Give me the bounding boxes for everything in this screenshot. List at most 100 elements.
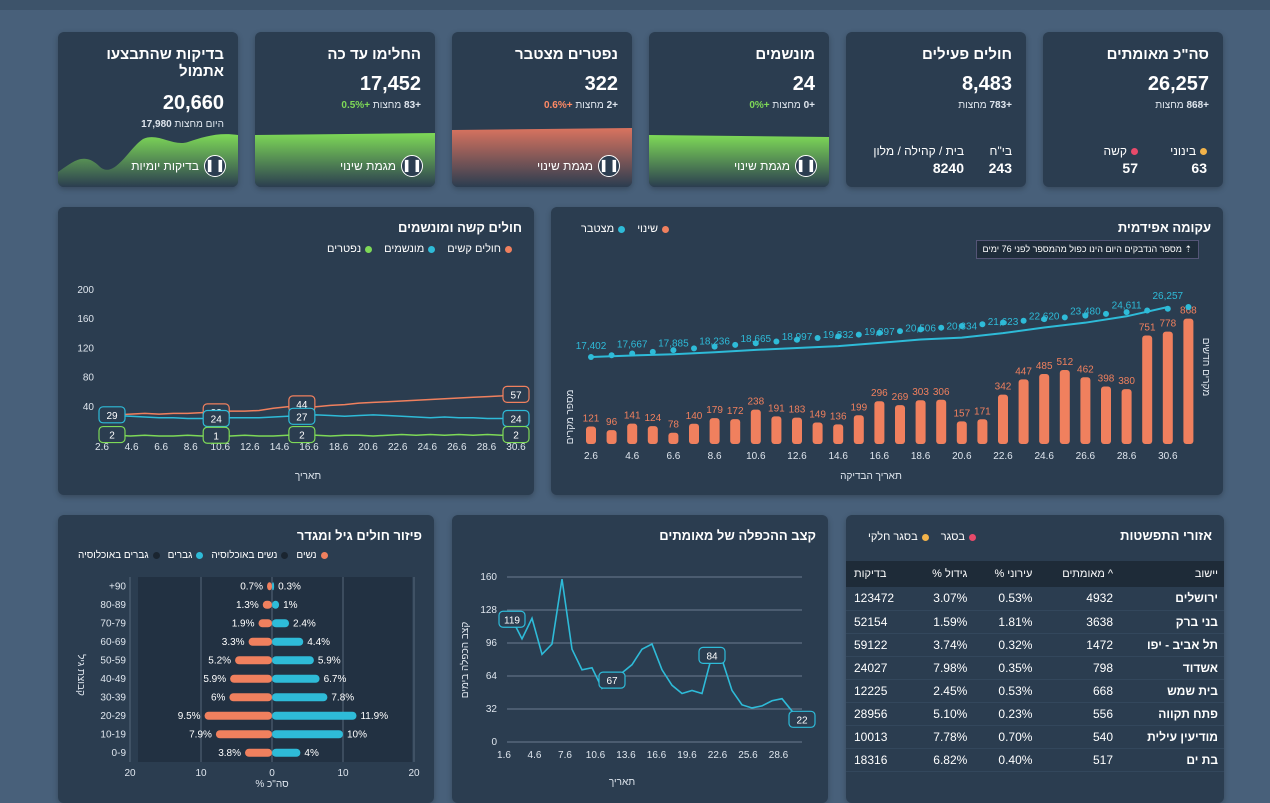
legend-deaths[interactable]: נפטרים bbox=[327, 243, 373, 255]
table-row[interactable]: 52154 1.59% 1.81% 3638 בני ברק bbox=[846, 610, 1224, 634]
table-row[interactable]: 59122 3.74% 0.32% 1472 תל אביב - יפו bbox=[846, 633, 1224, 657]
legend-men-pop[interactable]: גברים באוכלוסיה bbox=[78, 550, 160, 561]
age-label: 0-9 bbox=[112, 748, 127, 759]
bar-chart-icon: ▐▌ bbox=[598, 155, 620, 177]
age-label: 30-39 bbox=[100, 692, 126, 703]
x-tick: 10.6 bbox=[586, 750, 606, 761]
bar-label: 303 bbox=[912, 387, 929, 398]
value-box bbox=[498, 610, 526, 628]
x-tick: 18.6 bbox=[329, 442, 349, 453]
col-urban[interactable]: % עירוני bbox=[975, 561, 1041, 587]
cell-growth: 5.10% bbox=[913, 702, 976, 726]
cell-city: אשדוד bbox=[1121, 656, 1224, 680]
x-tick: 10.6 bbox=[211, 442, 231, 453]
legend-men[interactable]: גברים bbox=[168, 550, 204, 561]
cell-confirmed: 798 bbox=[1040, 656, 1121, 680]
trend-button[interactable]: ▐▌ מגמת שינוי bbox=[537, 155, 620, 177]
tests-area bbox=[58, 134, 238, 187]
x-tick: 12.6 bbox=[787, 451, 807, 462]
doubling-line bbox=[511, 578, 803, 720]
bar-chart-icon: ▐▌ bbox=[795, 155, 817, 177]
kpi-value: 17,452 bbox=[359, 73, 421, 95]
cell-confirmed: 556 bbox=[1040, 702, 1121, 726]
cumulative-point bbox=[1144, 307, 1151, 314]
kpi-value: 20,660 bbox=[162, 92, 224, 114]
trend-button[interactable]: ▐▌ מגמת שינוי bbox=[340, 155, 423, 177]
value-box bbox=[202, 409, 230, 428]
legend-ventilated[interactable]: מונשמים bbox=[384, 243, 436, 255]
severe-count: קשה 57 bbox=[1103, 144, 1138, 176]
cumulative-label: 24,611 bbox=[1112, 300, 1142, 311]
x-tick: 28.6 bbox=[1117, 451, 1137, 462]
trend-button[interactable]: ▐▌ מגמת שינוי bbox=[734, 155, 817, 177]
kpi-title: מונשמים bbox=[755, 46, 815, 63]
cell-confirmed: 540 bbox=[1040, 725, 1121, 749]
table-row[interactable]: 28956 5.10% 0.23% 556 פתח תקווה bbox=[846, 702, 1224, 726]
cumulative-label: 18,236 bbox=[699, 336, 730, 347]
hospital-count: בי"ח 243 bbox=[988, 144, 1012, 176]
kpi-value: 26,257 bbox=[1147, 73, 1209, 95]
legend-women-pop[interactable]: נשים באוכלוסיה bbox=[211, 550, 289, 561]
table-row[interactable]: 12225 2.45% 0.53% 668 בית שמש bbox=[846, 679, 1224, 703]
col-city[interactable]: יישוב bbox=[1121, 561, 1224, 587]
bar-label: 462 bbox=[1077, 364, 1094, 375]
x-tick: 10 bbox=[195, 768, 207, 779]
cell-city: בני ברק bbox=[1121, 610, 1224, 634]
card-title: עקומה אפידמית bbox=[1117, 220, 1211, 235]
kpi-sub: +83 מחצות +0.5% bbox=[341, 100, 421, 111]
cell-tests: 28956 bbox=[846, 702, 914, 726]
cumulative-label: 17,402 bbox=[576, 341, 607, 352]
cell-city: בת ים bbox=[1121, 748, 1224, 772]
kpi-active: חולים פעילים 8,483 +783 מחצות בי"ח 243 בי… bbox=[846, 32, 1026, 187]
legend-change[interactable]: שינוי bbox=[637, 223, 670, 235]
x-tick: 1.6 bbox=[497, 750, 511, 761]
kpi-title: בדיקות שהתבצעו אתמול bbox=[106, 46, 224, 80]
legend-partial: בסגר חלקי bbox=[868, 531, 929, 543]
epidemic-chart: מספר מקרים מקרים חדשים תאריך הבדיקה 121 9… bbox=[565, 291, 1211, 482]
value-label: 119 bbox=[504, 615, 520, 626]
col-confirmed[interactable]: מאומתים ^ bbox=[1040, 561, 1121, 587]
cell-confirmed: 3638 bbox=[1040, 610, 1121, 634]
distribution-table: בדיקות % גידול % עירוני מאומתים ^ יישוב … bbox=[846, 561, 1224, 772]
cell-tests: 18316 bbox=[846, 748, 914, 772]
men-bar bbox=[272, 656, 314, 665]
x-tick: 6.6 bbox=[154, 442, 168, 453]
table-row[interactable]: 123472 3.07% 0.53% 4932 ירושלים bbox=[846, 587, 1224, 611]
table-row[interactable]: 10013 7.78% 0.70% 540 מודיעין עילית bbox=[846, 725, 1224, 749]
x-tick: 26.6 bbox=[1076, 451, 1096, 462]
bar-label: 199 bbox=[850, 402, 867, 413]
cumulative-point bbox=[1185, 304, 1192, 310]
cumulative-point bbox=[835, 333, 842, 340]
cumulative-label: 22,620 bbox=[1029, 312, 1060, 323]
value-label: 22 bbox=[796, 715, 808, 726]
bar bbox=[709, 418, 720, 444]
col-tests[interactable]: בדיקות bbox=[846, 561, 914, 587]
x-tick: 26.6 bbox=[447, 442, 467, 453]
women-value: 3.3% bbox=[222, 637, 245, 648]
x-tick: 30.6 bbox=[506, 442, 526, 453]
distribution-card: אזורי התפשטות בסגר בסגר חלקי בדיקות % גי… bbox=[846, 515, 1224, 803]
legend-cumulative[interactable]: מצטבר bbox=[581, 223, 626, 235]
women-value: 6% bbox=[211, 692, 226, 703]
women-value: 7.9% bbox=[189, 729, 212, 740]
col-growth[interactable]: % גידול bbox=[913, 561, 976, 587]
x-tick: 8.6 bbox=[184, 442, 198, 453]
table-row[interactable]: 24027 7.98% 0.35% 798 אשדוד bbox=[846, 656, 1224, 680]
legend-women[interactable]: נשים bbox=[296, 550, 328, 561]
cumulative-point bbox=[1123, 309, 1130, 316]
daily-tests-button[interactable]: ▐▌ בדיקות יומיות bbox=[131, 155, 226, 177]
table-row[interactable]: 18316 6.82% 0.40% 517 בת ים bbox=[846, 748, 1224, 772]
bar-label: 447 bbox=[1015, 366, 1032, 377]
y-axis-label-right: מקרים חדשים bbox=[1200, 338, 1211, 397]
cell-confirmed: 4932 bbox=[1040, 587, 1121, 611]
x-tick: 0 bbox=[269, 768, 275, 779]
y-tick: 120 bbox=[77, 343, 94, 354]
x-axis-label: תאריך הבדיקה bbox=[840, 471, 902, 482]
severe-chart: תאריך 200 160 120 80 40 2.6 4.6 6.6 8.6 10.6 12.6 1… bbox=[77, 285, 530, 482]
cumulative-point bbox=[897, 328, 903, 335]
legend-severe[interactable]: חולים קשים bbox=[447, 243, 512, 255]
x-tick: 22.6 bbox=[993, 451, 1013, 462]
value-label: 2 bbox=[299, 431, 305, 442]
card-title: קצב ההכפלה של מאומתים bbox=[659, 528, 816, 543]
cumulative-point bbox=[794, 336, 800, 343]
